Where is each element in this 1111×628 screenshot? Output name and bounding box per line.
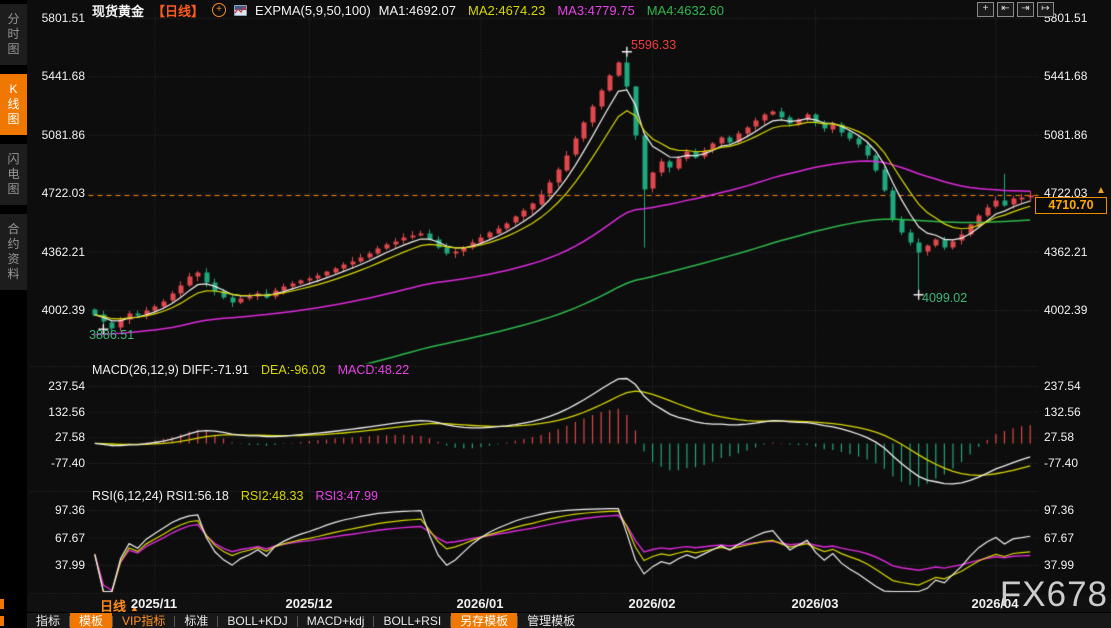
toolbar-separator — [112, 615, 114, 627]
axis-label: 5801.51 — [41, 11, 85, 25]
macd-diff-value: MACD(26,12,9) DIFF:-71.91 — [92, 363, 249, 377]
mini-chart-icon — [233, 4, 248, 16]
compress-right-icon[interactable]: ⇥ — [1017, 2, 1034, 17]
toolbar-button-管理模板[interactable]: 管理模板 — [527, 614, 576, 628]
toolbar-button-另存模板[interactable]: 另存模板 — [451, 613, 518, 628]
macd-value: MACD:48.22 — [337, 363, 410, 377]
ma-values: MA1:4692.07 MA2:4674.23 MA3:4779.75 MA4:463… — [379, 3, 724, 18]
expand-right-icon[interactable]: ↦ — [1037, 2, 1054, 17]
ma4-value: MA4:4632.60 — [646, 2, 725, 18]
axis-label: 37.99 — [54, 558, 85, 572]
low-price-annotation: 3886.51 — [89, 328, 135, 342]
date-label: 2026/04 — [971, 596, 1019, 611]
axis-label: 5081.86 — [1044, 128, 1088, 142]
date-label: 2026/01 — [456, 596, 504, 611]
axis-label: 5801.51 — [1044, 11, 1088, 25]
macd-dea-value: DEA:-96.03 — [261, 363, 326, 377]
period-tag: 【日线】 — [152, 3, 205, 19]
axis-label: 237.54 — [1044, 379, 1081, 393]
toolbar-separator — [373, 615, 375, 627]
axis-label: 4002.39 — [1044, 303, 1088, 317]
bottom-toolbar: 指标 模板 VIP指标 标准 BOLL+KDJ MACD+kdj BOLL+RSI 另存模板管… — [27, 612, 1111, 628]
axis-label: 97.36 — [54, 503, 85, 517]
axis-label: 5081.86 — [41, 128, 85, 142]
axis-label: 5441.68 — [41, 69, 85, 83]
dropdown-up-icon: ▲ — [130, 603, 139, 613]
toolbar-separator — [450, 615, 452, 627]
date-axis-row: 日线 ▲ 2025/11 2025/12 2026/01 2026/02 2026/03 2… — [27, 595, 1111, 615]
axis-label: 132.56 — [1044, 405, 1081, 419]
axis-label: 5441.68 — [1044, 69, 1088, 83]
ma3-value: MA3:4779.75 — [557, 2, 635, 18]
axis-label: 4362.21 — [41, 245, 85, 259]
axis-label: -77.40 — [50, 456, 85, 470]
axis-label: 37.99 — [1044, 558, 1075, 572]
axis-label: -77.40 — [1044, 456, 1079, 470]
axis-label: 67.67 — [54, 531, 85, 545]
rsi3-value: RSI3:47.99 — [315, 489, 378, 503]
macd-header: MACD(26,12,9) DIFF:-71.91 DEA:-96.03 MAC… — [92, 363, 409, 378]
axis-label: 132.56 — [48, 405, 85, 419]
high-price-annotation: 5596.33 — [631, 38, 677, 52]
axis-label: 97.36 — [1044, 503, 1075, 517]
pan-icon[interactable]: + — [977, 2, 994, 17]
date-label: 2026/02 — [628, 596, 676, 611]
top-bar: 现货黄金 【日线】 + EXPMA(5,9,50,100) MA1:4692.0… — [92, 1, 724, 19]
axis-label: 27.58 — [1044, 430, 1075, 444]
period-selector[interactable]: 日线 ▲ — [100, 596, 139, 615]
toolbar-button-标准[interactable]: 标准 — [184, 614, 209, 628]
indicator-name: EXPMA(5,9,50,100) — [255, 2, 371, 18]
watermark: FX678 — [999, 575, 1108, 614]
sidebar-tab-合约资料[interactable]: 合约资料 — [0, 214, 27, 290]
sidebar-tab-闪电图[interactable]: 闪电图 — [0, 144, 27, 205]
current-price-tag: 4710.70 — [1035, 197, 1107, 214]
axis-label: 4722.03 — [1044, 186, 1088, 200]
chart-tool-buttons: + ⇤ ⇥ ↦ — [977, 2, 1054, 17]
low-price-annotation: 4099.02 — [922, 291, 968, 305]
axis-label: 67.67 — [1044, 531, 1075, 545]
ma2-value: MA2:4674.23 — [468, 2, 546, 18]
toolbar-button-BOLL+KDJ[interactable]: BOLL+KDJ — [227, 614, 288, 628]
rsi-header: RSI(6,12,24) RSI1:56.18 RSI2:48.33 RSI3:… — [92, 489, 378, 504]
toolbar-button-VIP指标[interactable]: VIP指标 — [122, 614, 166, 628]
toolbar-separator — [69, 615, 71, 627]
rsi2-value: RSI2:48.33 — [240, 489, 304, 503]
axis-label: 27.58 — [54, 430, 85, 444]
toolbar-button-MACD+kdj[interactable]: MACD+kdj — [306, 614, 365, 628]
add-indicator-icon[interactable]: + — [212, 3, 227, 17]
rsi1-value: RSI(6,12,24) RSI1:56.18 — [92, 489, 229, 503]
row-marker — [0, 599, 4, 609]
axis-label: 4002.39 — [41, 303, 85, 317]
row-marker — [0, 616, 4, 626]
toolbar-separator — [517, 615, 519, 627]
symbol-title: 现货黄金 — [92, 3, 145, 19]
toolbar-button-指标[interactable]: 指标 — [36, 614, 61, 628]
date-label: 2026/03 — [791, 596, 839, 611]
date-label: 2025/11 — [130, 596, 178, 611]
axis-label: 237.54 — [48, 379, 85, 393]
axis-label: 4722.03 — [41, 186, 85, 200]
toolbar-button-BOLL+RSI[interactable]: BOLL+RSI — [383, 614, 442, 628]
toolbar-separator — [217, 615, 219, 627]
period-selector-label: 日线 — [100, 599, 127, 614]
toolbar-button-模板[interactable]: 模板 — [70, 613, 113, 628]
toolbar-separator — [174, 615, 176, 627]
toolbar-separator — [296, 615, 298, 627]
price-up-arrow-icon: ▲ — [1096, 185, 1106, 196]
sidebar-tab-分时图[interactable]: 分时图 — [0, 4, 27, 65]
ma1-value: MA1:4692.07 — [378, 2, 456, 18]
date-label: 2025/12 — [285, 596, 333, 611]
compress-left-icon[interactable]: ⇤ — [997, 2, 1014, 17]
axis-label: 4362.21 — [1044, 245, 1088, 259]
